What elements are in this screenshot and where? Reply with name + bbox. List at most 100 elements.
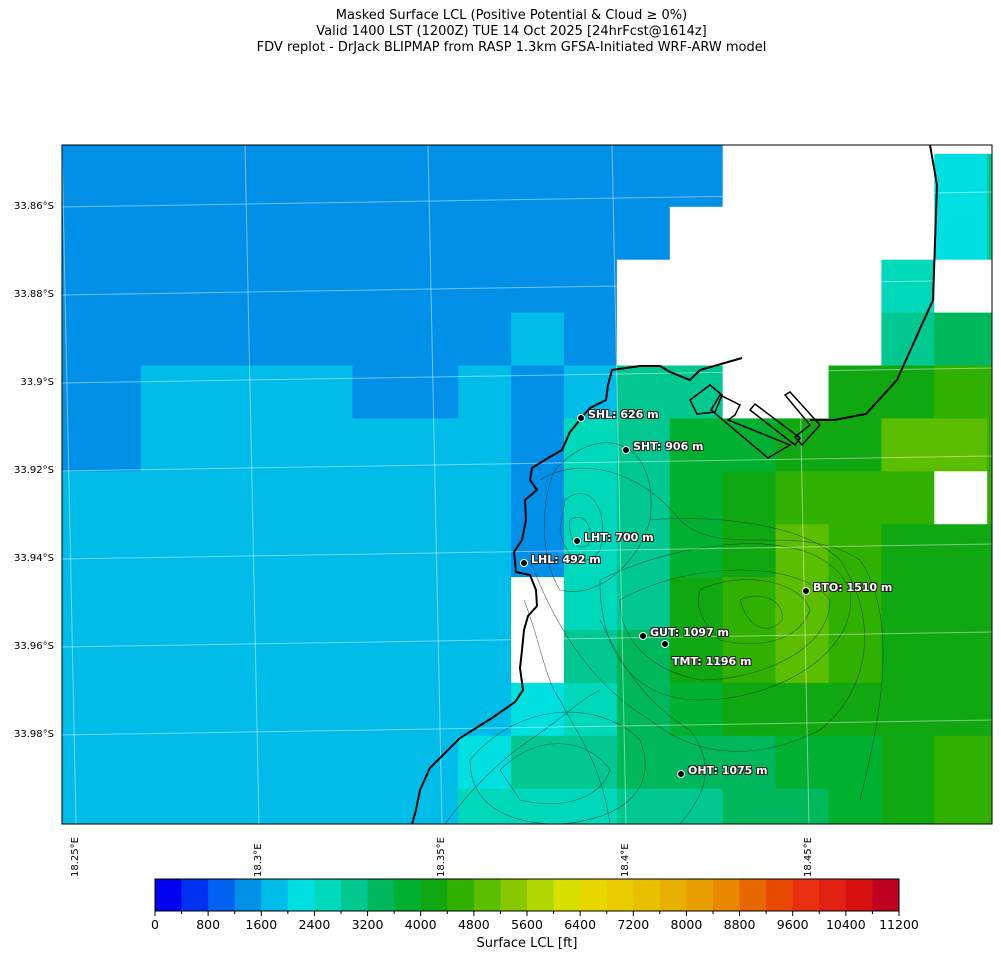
lcl-cell — [246, 630, 301, 684]
lcl-cell — [669, 682, 724, 737]
lcl-cell — [881, 418, 935, 472]
lcl-cell — [987, 145, 992, 155]
lcl-cell — [193, 418, 248, 472]
lcl-cell — [987, 418, 992, 472]
lon-label: 18.4°E — [620, 843, 631, 877]
lcl-cell — [299, 630, 353, 684]
colorbar-tick-label: 0 — [151, 917, 159, 932]
lcl-cell — [352, 735, 406, 790]
lcl-cell — [140, 259, 195, 314]
lcl-cell — [62, 145, 89, 155]
lcl-cell — [669, 471, 724, 525]
lcl-cell — [140, 735, 195, 790]
lcl-cell — [564, 524, 618, 578]
lcl-cell — [511, 259, 565, 314]
colorbar-bin — [234, 879, 262, 911]
lcl-cell — [299, 682, 353, 737]
lcl-cell — [299, 524, 353, 578]
title-line-2: Valid 1400 LST (1200Z) TUE 14 Oct 2025 [… — [316, 24, 707, 39]
lon-label: 18.25°E — [70, 837, 81, 877]
colorbar-tick-label: 4800 — [457, 917, 490, 932]
lcl-cell — [616, 788, 671, 824]
lcl-cell — [87, 206, 142, 261]
lcl-cell — [881, 206, 935, 261]
lcl-cell — [352, 418, 406, 472]
lat-label: 33.88°S — [14, 289, 54, 300]
lcl-cell — [458, 206, 512, 261]
colorbar-bin — [261, 879, 289, 911]
lcl-cell — [405, 577, 459, 631]
lcl-cell — [140, 630, 195, 684]
lcl-cell — [987, 206, 992, 261]
lcl-cell — [458, 312, 512, 367]
lcl-cell — [934, 145, 988, 155]
lcl-cell — [564, 471, 618, 525]
colorbar-tick-label: 7200 — [617, 917, 650, 932]
colorbar-tick-label: 4000 — [404, 917, 437, 932]
lcl-cell — [299, 365, 353, 419]
lcl-cell — [352, 471, 406, 525]
station-marker — [639, 632, 647, 640]
meridian-line — [427, 145, 443, 824]
lcl-cell — [511, 682, 565, 737]
lcl-cell — [669, 145, 724, 155]
lcl-cell — [140, 471, 195, 525]
lcl-cell — [62, 788, 89, 824]
lcl-cell — [87, 418, 142, 472]
lcl-cell — [405, 153, 459, 208]
lcl-cell — [828, 145, 882, 155]
lcl-cell — [62, 735, 89, 790]
lcl-cell — [352, 577, 406, 631]
colorbar-bin — [155, 879, 183, 911]
lcl-cell — [616, 682, 671, 737]
station-marker — [661, 640, 669, 648]
graticule — [62, 145, 992, 824]
lcl-cell — [193, 145, 248, 155]
lcl-cell — [352, 788, 406, 824]
colorbar-bin — [208, 879, 236, 911]
parallel-line — [62, 719, 992, 736]
lcl-cell — [669, 206, 724, 261]
lcl-cell — [140, 145, 195, 155]
lcl-cell — [87, 153, 142, 208]
colorbar-tick-label: 8800 — [723, 917, 756, 932]
colorbar-tick-label: 6400 — [564, 917, 597, 932]
lcl-cell — [616, 145, 671, 155]
lcl-cell — [140, 524, 195, 578]
lcl-cell — [669, 735, 724, 790]
lcl-cell — [299, 788, 353, 824]
lcl-cell — [511, 418, 565, 472]
lcl-cell — [458, 418, 512, 472]
lcl-cell — [775, 365, 830, 419]
station-label-bto: BTO: 1510 m — [813, 581, 893, 594]
lcl-cell — [775, 259, 830, 314]
lat-label: 33.86°S — [14, 201, 54, 212]
station-marker — [577, 414, 585, 422]
lcl-cell — [722, 312, 777, 367]
lcl-cell — [193, 577, 248, 631]
lcl-cell — [140, 365, 195, 419]
lcl-cell — [828, 206, 882, 261]
lcl-cell — [511, 630, 565, 684]
lcl-cell — [246, 206, 301, 261]
lcl-cell — [352, 524, 406, 578]
colorbar-label: Surface LCL [ft] — [476, 936, 578, 951]
lcl-cell — [62, 259, 89, 314]
lcl-cell — [405, 259, 459, 314]
lcl-cell — [828, 312, 882, 367]
lcl-cell — [775, 630, 830, 684]
lcl-cell — [564, 735, 618, 790]
lcl-cell — [193, 312, 248, 367]
lcl-cell — [934, 471, 988, 525]
lon-label: 18.45°E — [803, 837, 814, 877]
lcl-cell — [511, 312, 565, 367]
lcl-cell — [722, 153, 777, 208]
title-line-3: FDV replot - DrJack BLIPMAP from RASP 1.… — [256, 40, 767, 55]
colorbar-tick-label: 5600 — [511, 917, 543, 932]
lcl-cell — [62, 682, 89, 737]
lcl-cell — [987, 471, 992, 525]
colorbar-tick-label: 3200 — [351, 917, 384, 932]
lcl-cell — [934, 206, 988, 261]
lat-label: 33.92°S — [14, 465, 54, 476]
lcl-cell — [62, 471, 89, 525]
